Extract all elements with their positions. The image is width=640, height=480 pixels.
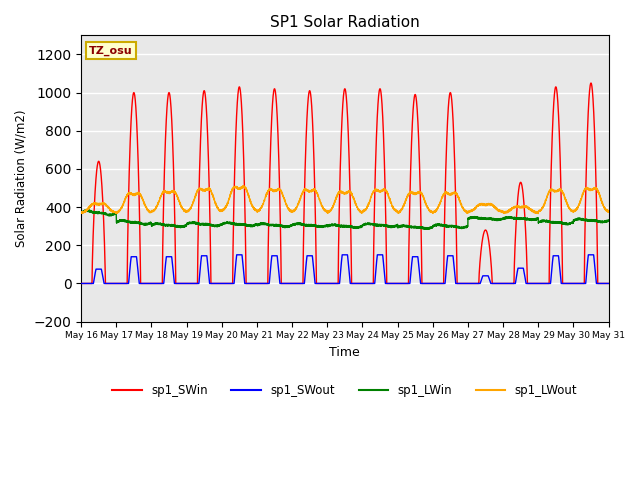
X-axis label: Time: Time — [330, 346, 360, 359]
Y-axis label: Solar Radiation (W/m2): Solar Radiation (W/m2) — [15, 110, 28, 247]
Legend: sp1_SWin, sp1_SWout, sp1_LWin, sp1_LWout: sp1_SWin, sp1_SWout, sp1_LWin, sp1_LWout — [108, 379, 582, 402]
Title: SP1 Solar Radiation: SP1 Solar Radiation — [270, 15, 420, 30]
Text: TZ_osu: TZ_osu — [89, 45, 132, 56]
